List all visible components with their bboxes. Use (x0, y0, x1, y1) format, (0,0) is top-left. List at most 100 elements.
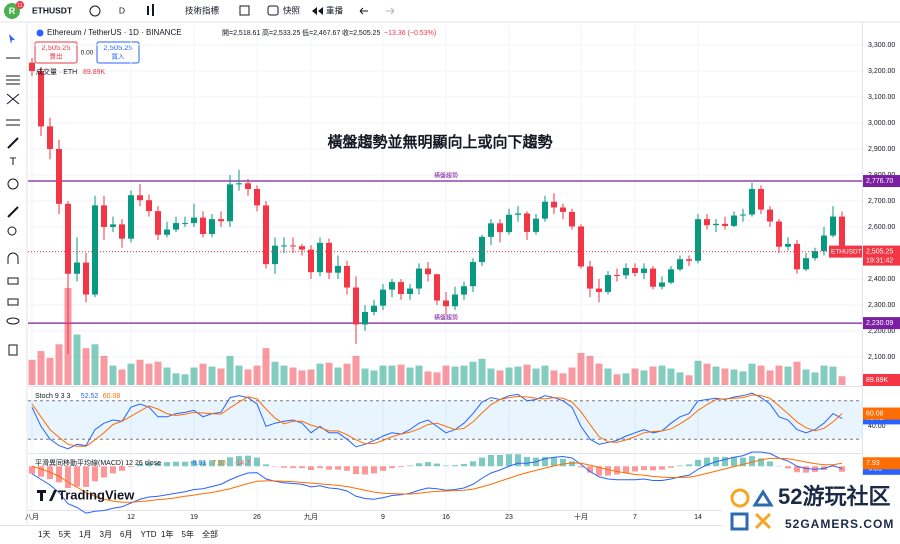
indicator-line (31, 457, 843, 503)
x-tick-label: 14 (694, 514, 702, 521)
buy-button[interactable] (96, 41, 140, 64)
indicators[interactable]: 技術指標 (185, 5, 220, 15)
volume-bar (586, 355, 594, 385)
candle-body (551, 201, 557, 208)
macd-histogram (704, 457, 710, 467)
macd-histogram (722, 456, 728, 467)
indicator-line (31, 394, 843, 447)
candle-body (38, 71, 44, 127)
redo-icon[interactable] (386, 7, 395, 15)
spread: 0.00 (81, 50, 94, 57)
range-button[interactable]: 1月 (79, 530, 91, 539)
range-button[interactable]: 6月 (120, 530, 132, 539)
fib-tool[interactable] (6, 75, 20, 85)
volume-bar (595, 363, 603, 385)
volume-bar (64, 288, 72, 385)
brush-tool[interactable] (7, 137, 19, 149)
text-tool-icon[interactable]: T (10, 156, 17, 168)
chart-type-icon[interactable] (147, 6, 149, 15)
magnet-tool[interactable] (7, 252, 19, 264)
range-button[interactable]: 5年 (182, 529, 194, 539)
hide-tool[interactable] (6, 317, 20, 325)
indicator-line (31, 451, 843, 514)
volume-bar (82, 348, 90, 385)
lock-all-tool[interactable] (7, 298, 19, 306)
candle-body (335, 265, 341, 273)
watermark: 52游玩社区 52GAMERS.COM (722, 476, 900, 542)
pattern-tool[interactable] (6, 93, 20, 105)
macd-histogram (695, 459, 701, 467)
sell-button[interactable] (34, 41, 78, 64)
macd-histogram (371, 466, 377, 474)
range-button[interactable]: 1天 (38, 530, 50, 539)
volume-bar (208, 366, 216, 385)
macd-histogram (488, 455, 494, 467)
candle-body (281, 245, 287, 247)
sell-price: 2,505.25 (41, 43, 70, 52)
macd-histogram (164, 462, 170, 467)
candle-body (641, 268, 647, 273)
projection-tool[interactable] (6, 119, 20, 126)
replay[interactable]: 重播 (326, 5, 344, 15)
candle-body (110, 224, 116, 227)
volume-bar (721, 368, 729, 385)
measure-tool[interactable] (7, 206, 19, 218)
volume-bar (685, 375, 693, 385)
volume-bar (442, 365, 450, 385)
range-button[interactable]: 1年 (161, 529, 173, 539)
range-button[interactable]: 全部 (202, 529, 218, 539)
indicator-tag-bg (863, 407, 900, 420)
candle-body (533, 218, 539, 232)
macd-histogram (74, 466, 80, 487)
macd-histogram (335, 466, 341, 470)
candle-body (623, 268, 629, 276)
volume-bar (469, 361, 477, 385)
undo-icon[interactable] (359, 7, 368, 15)
macd-histogram (389, 466, 395, 469)
volume-bar (811, 372, 819, 385)
x-tick-label: 9 (381, 514, 385, 521)
y-tick-label: 2,300.00 (868, 302, 895, 309)
lock-tool[interactable] (7, 277, 19, 285)
macd-histogram (407, 465, 413, 467)
avatar[interactable] (4, 3, 20, 19)
candle-body (821, 235, 827, 252)
layout-icon[interactable] (239, 5, 250, 16)
snapshot-icon[interactable] (267, 5, 279, 16)
add-symbol-icon[interactable] (89, 5, 101, 17)
macd-histogram (461, 464, 467, 467)
range-button[interactable]: 3月 (100, 530, 112, 539)
volume-bar (316, 363, 324, 385)
candle-body (398, 282, 404, 295)
candle-body (614, 275, 620, 277)
volume-bar (343, 363, 351, 385)
zoom-tool[interactable] (7, 226, 17, 236)
snapshot[interactable]: 快照 (283, 5, 301, 15)
candle-body (443, 300, 449, 307)
icon-tool[interactable] (7, 178, 19, 190)
cursor-tool[interactable] (9, 34, 15, 44)
candle-body (839, 216, 845, 252)
volume-bar (451, 366, 459, 385)
y-tick-label: 3,100.00 (868, 94, 895, 101)
volume-bar (568, 367, 576, 385)
macd-histogram (83, 466, 89, 487)
volume-bar (775, 365, 783, 385)
volume-bar (226, 355, 234, 385)
range-button[interactable]: 5天 (59, 530, 71, 539)
macd-histogram (191, 460, 197, 467)
macd-histogram (497, 455, 503, 467)
macd-histogram (452, 465, 458, 467)
delete-tool[interactable] (8, 344, 18, 356)
symbol[interactable]: ETHUSDT (32, 5, 73, 15)
y-tick-label: 2,600.00 (868, 224, 895, 231)
y-tick-label: 2,400.00 (868, 276, 895, 283)
macd-histogram (605, 466, 611, 476)
interval[interactable]: D (119, 5, 125, 15)
range-button[interactable]: YTD (141, 530, 157, 539)
candle-body (146, 200, 152, 212)
replay-icon[interactable] (312, 7, 323, 15)
macd-histogram (254, 457, 260, 467)
macd-histogram (290, 466, 296, 469)
volume-bar (532, 368, 540, 385)
